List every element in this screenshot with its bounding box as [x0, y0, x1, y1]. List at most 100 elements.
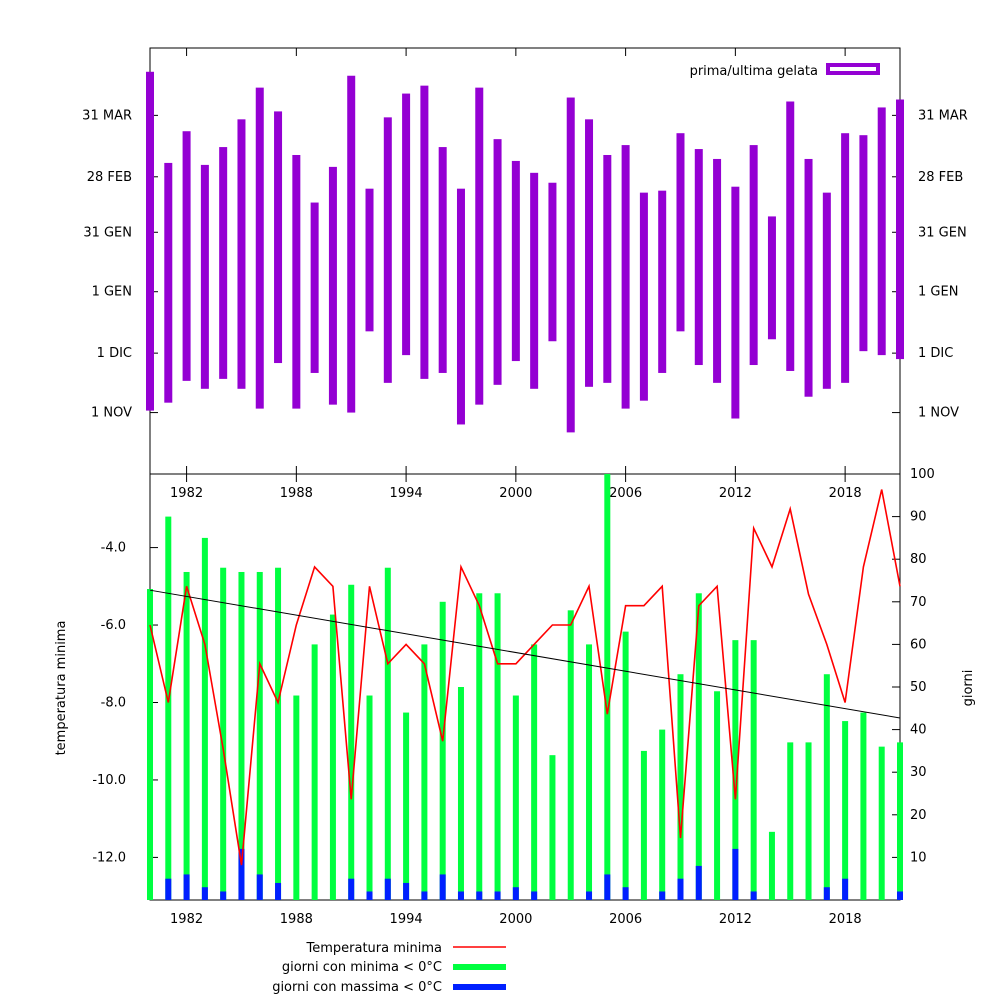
max-below-zero-bar	[823, 887, 830, 900]
frost-range-bar	[493, 139, 502, 385]
max-below-zero-bar	[750, 891, 757, 900]
y2-tick-label: 50	[910, 680, 927, 695]
y-tick-label-left: 28 FEB	[87, 170, 132, 185]
max-below-zero-bar	[586, 891, 593, 900]
max-below-zero-bar	[604, 874, 611, 900]
x-tick-label-top: 2006	[609, 486, 642, 501]
x-tick-label-bottom: 2018	[829, 912, 862, 927]
x-tick-label-bottom: 2006	[609, 912, 642, 927]
max-below-zero-bar	[165, 878, 172, 900]
top-legend: prima/ultima gelata	[690, 63, 880, 79]
x-tick-label-top: 1994	[390, 486, 423, 501]
frost-range-bar	[859, 135, 868, 352]
x-tick-label-top: 2012	[719, 486, 752, 501]
frost-range-bar	[585, 119, 594, 387]
max-below-zero-bar	[201, 887, 208, 900]
y2-tick-label: 70	[910, 595, 927, 610]
max-below-zero-bar	[732, 848, 739, 900]
frost-range-bar	[822, 192, 831, 389]
min-below-zero-bar	[183, 571, 190, 900]
frost-range-bar	[658, 190, 667, 373]
y-tick-label: -8.0	[101, 695, 126, 710]
frost-range-bar	[767, 216, 776, 340]
min-below-zero-bar	[201, 537, 208, 900]
min-below-zero-bar	[897, 742, 903, 900]
max-below-zero-bar	[622, 887, 629, 900]
max-below-zero-bar	[275, 882, 282, 900]
y-tick-label-left: 1 DIC	[97, 346, 132, 361]
min-below-zero-bar	[878, 746, 885, 900]
max-below-zero-bar	[677, 878, 684, 900]
frost-range-bar	[237, 119, 246, 389]
y-axis-label: temperatura minima	[54, 621, 69, 756]
frost-range-bar	[274, 111, 283, 364]
frost-range-bar	[896, 99, 904, 360]
max-below-zero-bar	[348, 878, 355, 900]
y-tick-label: -10.0	[92, 773, 126, 788]
frost-range-bar	[219, 147, 228, 379]
y2-tick-label: 90	[910, 510, 927, 525]
frost-range-bar	[731, 186, 740, 419]
legend-label-min-days: giorni con minima < 0°C	[282, 960, 442, 975]
x-tick-label-bottom: 1982	[170, 912, 203, 927]
min-below-zero-bar	[165, 516, 172, 900]
legend-label-frost: prima/ultima gelata	[690, 64, 818, 79]
min-below-zero-bar	[366, 695, 373, 900]
frost-range-bar	[328, 166, 337, 405]
y-tick-label-right: 1 GEN	[918, 285, 958, 300]
min-below-zero-bar	[768, 831, 775, 900]
min-below-zero-bar	[531, 644, 538, 900]
min-below-zero-bar	[842, 721, 849, 900]
x-tick-label-bottom: 1994	[390, 912, 423, 927]
y-tick-label-right: 31 GEN	[918, 225, 967, 240]
frost-range-bar	[749, 145, 758, 366]
frost-range-bar	[383, 117, 392, 383]
legend-swatch-frost	[826, 63, 880, 75]
frost-range-bar	[603, 154, 612, 383]
legend-label-tmin: Temperatura minima	[306, 941, 443, 956]
min-below-zero-bar	[311, 644, 318, 900]
min-below-zero-bar	[659, 729, 666, 900]
bottom-legend: Temperatura minima giorni con minima < 0…	[272, 941, 506, 995]
frost-range-bars	[146, 71, 904, 433]
frost-range-bar	[164, 162, 173, 403]
max-below-zero-bar	[366, 891, 373, 900]
max-below-zero-bar	[220, 891, 227, 900]
frost-range-bar	[255, 87, 264, 409]
min-below-zero-bar	[677, 674, 684, 900]
max-below-zero-bar	[897, 891, 903, 900]
frost-range-bar	[621, 145, 630, 409]
min-below-zero-bar	[238, 571, 245, 900]
y-tick-label-left: 31 MAR	[82, 108, 132, 123]
frost-range-bar	[639, 192, 648, 401]
min-below-zero-bar	[348, 584, 355, 900]
min-below-zero-bar	[787, 742, 794, 900]
y-tick-label: -12.0	[92, 850, 126, 865]
y2-axis-label: giorni	[961, 670, 976, 707]
frost-range-bar	[804, 158, 813, 397]
frost-range-bar	[877, 107, 886, 356]
y-tick-label: -6.0	[101, 618, 126, 633]
y2-tick-label: 100	[910, 467, 935, 482]
min-below-zero-bar	[805, 742, 812, 900]
x-tick-label-top: 1988	[280, 486, 313, 501]
x-tick-label-top: 1982	[170, 486, 203, 501]
min-below-zero-bar	[860, 712, 867, 900]
frost-range-bar	[347, 75, 356, 413]
frost-range-bar	[566, 97, 575, 433]
max-below-zero-bar	[494, 891, 501, 900]
frost-range-bar	[786, 101, 795, 371]
temperature-lines	[149, 489, 901, 866]
frost-range-bar	[456, 188, 465, 425]
frost-range-bar	[530, 172, 539, 389]
frost-range-bar	[438, 147, 447, 373]
frost-range-bar	[694, 149, 703, 366]
min-below-zero-bar	[750, 640, 757, 900]
min-below-zero-bar	[439, 601, 446, 900]
min-below-zero-bar	[494, 593, 501, 900]
frost-range-bar	[146, 71, 154, 411]
frost-range-bar	[365, 188, 374, 332]
y2-tick-label: 80	[910, 552, 927, 567]
max-below-zero-bar	[457, 891, 464, 900]
